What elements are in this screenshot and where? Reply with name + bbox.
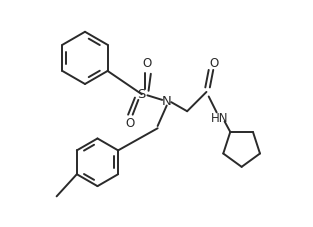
Text: N: N xyxy=(162,94,172,108)
Text: HN: HN xyxy=(211,111,229,125)
Text: O: O xyxy=(210,57,219,70)
Text: S: S xyxy=(137,88,146,101)
Text: O: O xyxy=(143,57,152,70)
Text: O: O xyxy=(126,117,135,130)
